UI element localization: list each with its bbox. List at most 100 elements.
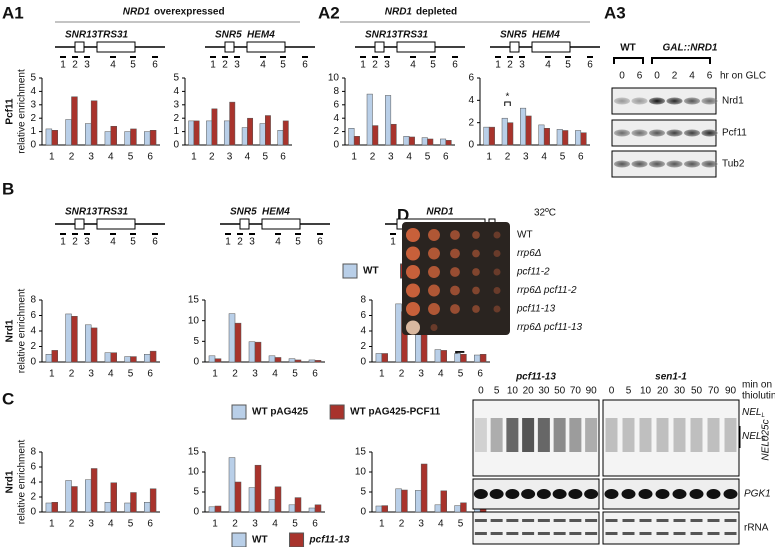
y-tick-label: 5 — [173, 73, 179, 84]
lane-label: 20 — [523, 386, 535, 397]
x-tick-label: 6 — [147, 152, 153, 163]
x-tick-label: 5 — [458, 369, 464, 380]
bar — [144, 502, 151, 513]
bar — [265, 115, 271, 146]
gene-box — [96, 41, 136, 53]
bar — [130, 492, 137, 513]
bar — [543, 128, 550, 146]
gene-name: SNR13 — [65, 207, 98, 218]
gene-name: HEM4 — [532, 30, 560, 41]
lane-label: 30 — [538, 386, 550, 397]
bar — [525, 115, 532, 146]
temperature: 32ºC — [534, 208, 556, 219]
lane-label: 4 — [689, 71, 695, 82]
y-tick-label: 4 — [30, 86, 36, 97]
bar — [294, 497, 302, 513]
gel-band — [473, 489, 488, 499]
y-label: Nrd1 relative enrichment — [5, 440, 28, 525]
rrna-band — [656, 519, 669, 522]
nel-sub: L — [761, 413, 764, 419]
y-label-sub: relative enrichment — [17, 289, 28, 374]
y-label-sub: relative enrichment — [17, 69, 28, 154]
spot — [428, 266, 440, 278]
y-label: Nrd1 relative enrichment — [5, 289, 28, 374]
bar — [353, 136, 360, 146]
site-label: 1 — [495, 60, 501, 71]
bar — [294, 359, 302, 363]
bar — [395, 488, 402, 513]
spot — [493, 268, 501, 276]
legend-label: WT — [363, 266, 379, 277]
bar — [234, 322, 242, 363]
bar — [71, 316, 78, 363]
lane-label: 0 — [654, 71, 660, 82]
bar — [188, 120, 195, 146]
y-tick-label: 10 — [355, 467, 367, 478]
bar — [208, 355, 216, 363]
bar — [228, 313, 236, 363]
site-label: 6 — [587, 60, 593, 71]
bar — [71, 486, 78, 513]
gel-band — [655, 489, 670, 499]
site-label: 5 — [280, 60, 286, 71]
gel — [472, 511, 600, 545]
legend-swatch — [342, 263, 358, 279]
bar — [403, 136, 410, 146]
gene-box — [261, 218, 301, 230]
x-tick-label: 2 — [505, 152, 511, 163]
site-label: 1 — [60, 237, 66, 248]
smear — [639, 418, 652, 452]
bar — [85, 324, 92, 363]
bar — [85, 123, 92, 146]
rrna-band — [690, 519, 703, 522]
bar — [348, 128, 355, 146]
y-tick-label: 0 — [360, 357, 366, 368]
header-text: depleted — [416, 7, 457, 18]
gene-name: SNR13 — [365, 30, 398, 41]
x-tick-label: 1 — [49, 519, 55, 530]
site-label: 2 — [237, 237, 243, 248]
bar — [372, 125, 379, 146]
bar — [110, 125, 117, 146]
site-label: 4 — [410, 60, 416, 71]
smear — [622, 418, 635, 452]
smear — [537, 418, 550, 452]
lane-label: 50 — [691, 386, 703, 397]
y-tick-label: 0 — [360, 507, 366, 518]
bar — [45, 128, 53, 146]
y-tick-label: 2 — [173, 113, 179, 124]
bar — [507, 122, 514, 146]
blot-label: Pcf11 — [722, 128, 747, 139]
bar — [65, 313, 72, 363]
bar — [193, 120, 200, 146]
y-tick-label: 2 — [468, 117, 474, 128]
bar — [268, 355, 276, 363]
x-tick-label: 4 — [272, 369, 278, 380]
gel-band — [621, 489, 636, 499]
bar — [211, 108, 218, 146]
bar — [248, 341, 256, 363]
legend-swatch — [231, 404, 247, 420]
bar — [90, 100, 98, 146]
blot-label: Nrd1 — [722, 96, 744, 107]
gel — [602, 511, 740, 545]
bar — [214, 358, 222, 363]
site-label: 5 — [565, 60, 571, 71]
bar — [149, 488, 157, 513]
lane-label: 10 — [640, 386, 652, 397]
gel-band — [584, 489, 599, 499]
x-tick-label: 6 — [477, 369, 483, 380]
smear — [506, 418, 519, 452]
rrna-band — [506, 532, 519, 535]
x-tick-label: 1 — [351, 152, 357, 163]
bar — [214, 505, 222, 513]
y-tick-label: 1 — [30, 126, 36, 137]
site-label: 1 — [60, 60, 66, 71]
spot — [450, 304, 460, 314]
panel-label: C — [2, 389, 14, 408]
spot — [450, 248, 460, 259]
x-tick-label: 5 — [292, 519, 298, 530]
site-label: 5 — [130, 237, 136, 248]
bar — [395, 303, 402, 363]
blot-band — [614, 97, 630, 105]
